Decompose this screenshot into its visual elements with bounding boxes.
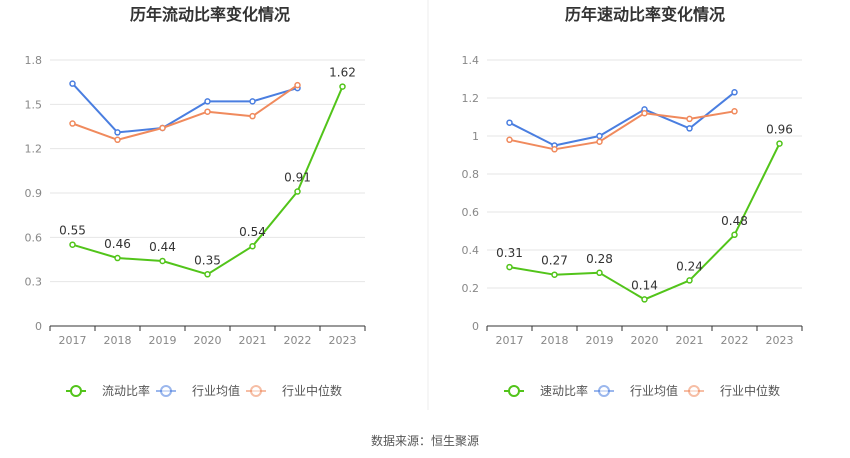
- chart2-data-label: 0.31: [496, 246, 523, 260]
- chart1-series-point-2: [204, 108, 211, 115]
- chart1-data-label: 0.54: [239, 225, 266, 239]
- chart2-y-tick-label: 0: [472, 320, 479, 333]
- chart1-data-label: 1.62: [329, 66, 356, 80]
- chart2-y-tick-label: 0.6: [462, 206, 480, 219]
- chart2-x-tick-label: 2021: [676, 334, 704, 347]
- chart2-series-point-0: [776, 140, 783, 147]
- chart2-y-tick-label: 1.2: [462, 92, 480, 105]
- chart1-series-point-2: [69, 120, 76, 127]
- chart2-data-label: 0.96: [766, 123, 793, 137]
- chart2-legend-label: 行业中位数: [720, 383, 780, 398]
- chart1-series-point-0: [69, 241, 76, 248]
- chart1-series-point-1: [114, 129, 121, 136]
- chart1-x-tick-label: 2018: [104, 334, 132, 347]
- chart1-series-point-0: [159, 257, 166, 265]
- chart1-series-point-0: [294, 188, 301, 195]
- chart2-y-tick-label: 0.4: [462, 244, 480, 257]
- chart1-series-point-2: [294, 81, 301, 89]
- chart2-series-point-2: [731, 108, 738, 115]
- chart2-x-tick-label: 2018: [541, 334, 569, 347]
- chart1-x-tick-label: 2020: [194, 334, 222, 347]
- chart1-y-tick-label: 1.2: [25, 143, 43, 156]
- chart2-x-tick-label: 2023: [766, 334, 794, 347]
- chart1-series-point-0: [339, 83, 346, 90]
- chart2-series-point-1: [686, 125, 693, 132]
- chart1-x-tick-label: 2023: [329, 334, 357, 347]
- chart1-y-tick-label: 0: [35, 320, 42, 333]
- chart2-data-label: 0.28: [586, 252, 613, 266]
- chart1-series-point-2: [114, 136, 121, 144]
- chart2-y-tick-label: 1: [472, 130, 479, 143]
- chart1-series-point-2: [249, 112, 256, 120]
- chart2-data-label: 0.24: [676, 259, 703, 273]
- chart2-data-label: 0.14: [631, 278, 658, 292]
- chart1-series-line-1: [71, 82, 298, 134]
- chart1-title: 历年流动比率变化情况: [130, 5, 290, 24]
- chart1-legend-swatch-marker: [250, 385, 262, 397]
- chart2-series-point-1: [596, 132, 603, 140]
- chart2-y-tick-label: 0.2: [462, 282, 480, 295]
- chart2-series-line-1: [509, 91, 736, 147]
- chart2-legend-swatch-marker: [508, 385, 520, 397]
- chart1-data-label: 0.46: [104, 237, 131, 251]
- chart2-title: 历年速动比率变化情况: [565, 5, 725, 24]
- chart2-series-point-1: [731, 89, 738, 96]
- chart2-x-tick-label: 2022: [721, 334, 749, 347]
- chart2-series-point-0: [551, 271, 558, 278]
- chart2-legend-swatch-marker: [598, 385, 610, 397]
- chart1-x-tick-label: 2022: [284, 334, 312, 347]
- chart1-x-tick-label: 2021: [239, 334, 267, 347]
- chart2-data-label: 0.48: [721, 214, 748, 228]
- chart2-series-line-2: [509, 110, 735, 151]
- chart1-series-line-2: [72, 84, 299, 141]
- chart1-data-label: 0.91: [284, 171, 311, 185]
- chart2-x-tick-label: 2017: [496, 334, 524, 347]
- chart1-legend-swatch-marker: [70, 385, 82, 397]
- chart2-series-point-0: [686, 277, 693, 284]
- chart1-series-point-2: [159, 124, 166, 132]
- chart1-legend-label: 行业中位数: [282, 383, 342, 398]
- chart1-series-point-0: [114, 254, 121, 262]
- chart2-series-point-0: [731, 231, 738, 239]
- chart2-series-point-2: [686, 115, 693, 123]
- chart2-y-tick-label: 1.4: [462, 54, 480, 67]
- chart1-y-tick-label: 1.8: [25, 54, 43, 67]
- chart1-series-point-1: [204, 98, 211, 105]
- chart2-data-label: 0.27: [541, 254, 568, 268]
- chart2-series-point-1: [506, 119, 513, 126]
- chart1-y-tick-label: 0.9: [25, 187, 43, 200]
- chart2-series-point-2: [596, 138, 603, 145]
- chart1-series-point-1: [69, 80, 76, 87]
- chart1-data-label: 0.44: [149, 240, 176, 254]
- chart1-data-label: 0.35: [194, 253, 221, 267]
- chart2-series-point-2: [506, 136, 513, 144]
- chart2-series-point-0: [641, 296, 648, 303]
- chart2-series-point-0: [596, 269, 603, 277]
- chart1-x-tick-label: 2019: [149, 334, 177, 347]
- chart2-series-point-2: [641, 109, 648, 117]
- chart2-series-point-0: [506, 263, 513, 271]
- chart1-legend-swatch-marker: [160, 385, 172, 397]
- chart1-series-point-1: [249, 98, 256, 105]
- chart1-series-point-0: [249, 242, 256, 250]
- chart2-series-point-2: [551, 146, 558, 153]
- chart1-legend-label: 流动比率: [102, 383, 150, 398]
- data-source-note: 数据来源：恒生聚源: [371, 433, 479, 448]
- chart2-legend-label: 速动比率: [540, 383, 588, 398]
- chart2-legend-label: 行业均值: [630, 383, 678, 398]
- chart1-series-point-0: [204, 271, 211, 278]
- chart1-legend-label: 行业均值: [192, 383, 240, 398]
- chart2-x-tick-label: 2020: [631, 334, 659, 347]
- chart2-y-tick-label: 0.8: [462, 168, 480, 181]
- chart1-y-tick-label: 0.3: [25, 276, 43, 289]
- chart1-data-label: 0.55: [59, 224, 86, 238]
- chart1-x-tick-label: 2017: [59, 334, 87, 347]
- chart1-y-tick-label: 0.6: [25, 231, 43, 244]
- chart1-y-tick-label: 1.5: [25, 98, 43, 111]
- chart2-legend-swatch-marker: [688, 385, 700, 397]
- chart2-x-tick-label: 2019: [586, 334, 614, 347]
